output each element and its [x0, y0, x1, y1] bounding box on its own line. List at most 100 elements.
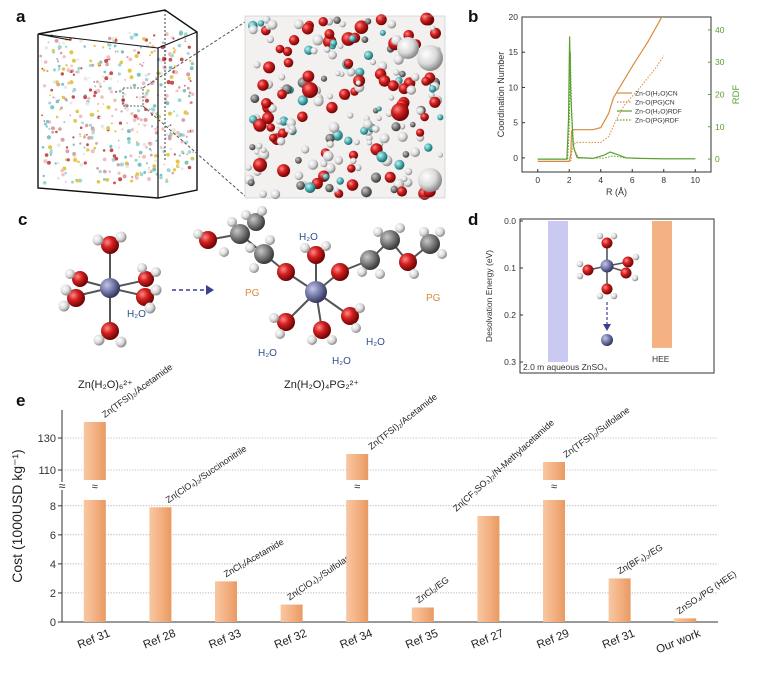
box-particle: [186, 52, 190, 55]
box-particle: [181, 118, 186, 122]
zoom-particle: [297, 111, 308, 123]
bar-annotation: Zn(TFSI)₂/Acetamide: [366, 392, 439, 452]
box-particle: [142, 123, 145, 126]
box-particle: [163, 163, 166, 166]
box-particle: [189, 66, 194, 71]
box-particle: [117, 72, 121, 76]
legend-entry: Zn-O(H₂O)RDF: [635, 109, 682, 116]
pg-label-left: PG: [245, 288, 260, 299]
box-particle: [103, 80, 105, 83]
zoom-particle: [361, 36, 369, 43]
zoom-particle: [429, 96, 441, 108]
box-particle: [170, 80, 175, 85]
box-particle: [43, 120, 46, 122]
y2-tick-label: 30: [715, 57, 725, 67]
box-particle: [65, 146, 69, 149]
box-particle: [69, 114, 72, 117]
box-particle: [113, 44, 117, 48]
box-particle: [56, 60, 60, 63]
zoom-particle: [399, 123, 406, 130]
box-particle: [85, 123, 89, 128]
zoom-particle: [346, 67, 356, 77]
box-particle: [149, 54, 151, 57]
zoom-particle: [266, 35, 275, 44]
box-particle: [178, 31, 183, 36]
water-label-right: H₂O: [366, 337, 385, 348]
zoom-particle: [390, 185, 398, 194]
box-particle: [111, 114, 114, 118]
box-particle: [177, 43, 182, 48]
box-particle: [83, 134, 86, 137]
box-particle: [103, 128, 105, 131]
box-particle: [182, 89, 187, 93]
box-particle: [129, 154, 133, 158]
box-particle: [49, 150, 53, 155]
zoom-particle: [406, 85, 416, 95]
zoom-particle: [293, 19, 304, 30]
zoom-line-bottom: [142, 105, 246, 197]
box-particle: [173, 153, 176, 156]
zoom-particle: [248, 25, 258, 35]
zoom-particle: [301, 145, 310, 154]
box-particle: [105, 62, 109, 67]
box-particle: [164, 93, 169, 98]
box-particle: [149, 41, 152, 45]
box-particle: [77, 160, 80, 164]
zoom-particle: [257, 20, 265, 27]
zoom-particle: [376, 151, 388, 163]
box-particle: [188, 91, 192, 95]
box-particle: [65, 149, 70, 154]
box-particle: [66, 158, 70, 162]
zoom-particle: [334, 156, 344, 165]
zn-pg-complex-caption: Zn(H₂O)₄PG₂²⁺: [284, 379, 359, 391]
zoom-particle: [410, 121, 416, 128]
box-particle: [118, 121, 123, 125]
box-particle: [116, 163, 121, 167]
box-particle: [161, 57, 167, 62]
box-particle: [64, 180, 67, 183]
cost-bar: [280, 604, 303, 622]
zoom-particle: [318, 17, 328, 27]
box-particle: [150, 149, 153, 152]
zoom-large-particle: [418, 168, 442, 192]
x-tick-label: 10: [691, 175, 701, 185]
box-particle: [61, 67, 66, 71]
box-particle: [84, 46, 87, 49]
box-particle: [145, 44, 150, 49]
box-particle: [124, 78, 127, 81]
zoom-particle: [355, 67, 365, 77]
box-particle: [43, 60, 48, 64]
box-particle: [47, 41, 50, 44]
box-particle: [135, 96, 138, 99]
box-particle: [55, 115, 59, 119]
box-particle: [168, 65, 173, 70]
zoom-particle: [330, 39, 338, 47]
box-particle: [109, 47, 111, 50]
zoom-particle: [344, 136, 353, 145]
zoom-particle: [370, 172, 382, 183]
bar-annotation: Zn(CF₃SO₃)₂/N-Methylacetamide: [451, 417, 556, 513]
box-particle: [62, 55, 66, 59]
box-particle: [115, 37, 117, 39]
box-particle: [138, 150, 143, 155]
zoom-particle: [278, 73, 286, 81]
box-particle: [79, 126, 83, 129]
box-particle: [79, 135, 82, 138]
box-particle: [93, 94, 96, 98]
box-particle: [69, 50, 74, 55]
zoom-particle: [310, 47, 318, 55]
box-particle: [75, 70, 78, 74]
box-particle: [41, 146, 45, 149]
box-particle: [50, 149, 53, 152]
box-particle: [145, 162, 148, 165]
box-particle: [79, 142, 82, 145]
zoom-particle: [364, 18, 372, 25]
zoom-particle: [322, 173, 330, 180]
series-line: [537, 52, 696, 160]
box-particle: [44, 46, 48, 50]
box-particle: [151, 111, 155, 114]
box-particle: [186, 72, 191, 77]
zoom-particle: [326, 101, 338, 114]
box-particle: [148, 171, 150, 174]
box-particle: [117, 80, 120, 83]
